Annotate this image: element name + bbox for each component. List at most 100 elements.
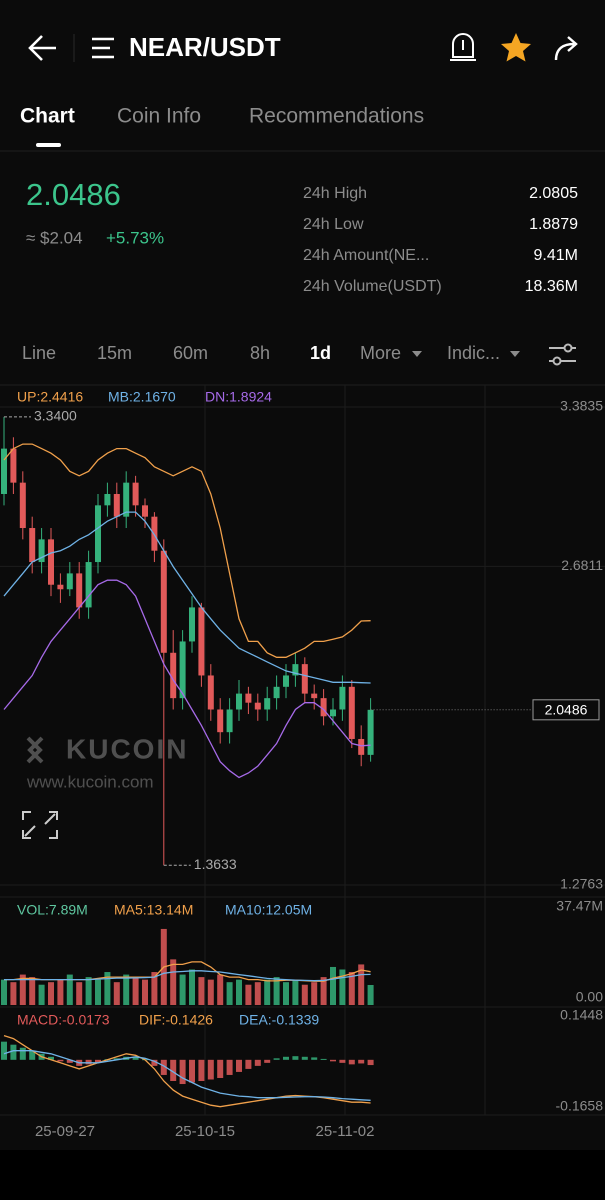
candle-body [123, 482, 130, 517]
stat-label: 24h Amount(NE... [303, 247, 429, 264]
macd-bar [273, 1058, 280, 1060]
dea-line [3, 1050, 371, 1101]
macd-bar [245, 1059, 252, 1069]
macd-bar [367, 1059, 374, 1066]
last-price-box [532, 699, 600, 721]
volume-bar [76, 982, 83, 1005]
volume-bar [10, 982, 17, 1005]
volume-bar [66, 974, 73, 1005]
fiat-price: ≈ $2.04 [26, 228, 83, 247]
share-button[interactable] [554, 36, 578, 61]
volume-bar [226, 982, 233, 1005]
macd-bar [264, 1059, 271, 1063]
indicator-legend: DN:1.8924 [205, 389, 272, 405]
macd-bar [283, 1056, 289, 1060]
candle-body [48, 539, 54, 585]
volume-legend: VOL:7.89M [17, 902, 88, 918]
macd-bar [292, 1056, 299, 1060]
timeframe[interactable]: 1d [310, 343, 331, 363]
favorite-star[interactable] [501, 33, 531, 62]
candle-body [236, 693, 242, 710]
candle-body [283, 675, 289, 687]
min-label: 1.3633 [194, 856, 237, 872]
stat-value: 9.41M [534, 247, 578, 264]
macd-bar [57, 1059, 64, 1062]
macd-bar [29, 1050, 36, 1060]
candle-body [254, 702, 261, 710]
candle-body [29, 528, 36, 563]
watermark: KUCOIN www.kucoin.com [26, 733, 186, 791]
candle-body [301, 664, 308, 694]
ma10-line [4, 970, 371, 982]
macd-bar [1, 1041, 7, 1060]
macd-bar [207, 1059, 214, 1080]
macd-bar [170, 1059, 177, 1082]
settings-button[interactable] [549, 343, 576, 366]
volume-bar [132, 977, 139, 1005]
macd-bar [160, 1059, 167, 1075]
tab[interactable]: Recommendations [249, 105, 424, 128]
candle-body [85, 562, 92, 608]
stat-label: 24h High [303, 185, 367, 202]
more-menu[interactable]: More [360, 343, 401, 363]
timeframe[interactable]: 60m [173, 343, 208, 363]
timeframe[interactable]: 8h [250, 343, 270, 363]
date-label: 25-09-27 [35, 1123, 95, 1140]
candle-body [330, 709, 336, 717]
macd-bar [179, 1059, 186, 1085]
macd-bar [151, 1059, 158, 1066]
stat-value: 1.8879 [529, 216, 578, 233]
stat-label: 24h Volume(USDT) [303, 278, 442, 295]
candle-body [339, 686, 346, 710]
y-tick-label: -0.1658 [556, 1098, 604, 1114]
bollinger-line [3, 511, 371, 684]
fullscreen-button[interactable] [22, 811, 58, 839]
timeframe[interactable]: Line [22, 343, 56, 363]
macd-bar [358, 1059, 365, 1064]
candle-body [264, 698, 271, 710]
candle-body [160, 550, 167, 653]
tab[interactable]: Coin Info [117, 105, 201, 128]
macd-bar [254, 1059, 261, 1066]
menu-button[interactable] [92, 37, 114, 59]
macd-bar [189, 1059, 195, 1083]
macd-bar [301, 1056, 308, 1060]
y-tick-label: 0.00 [576, 989, 603, 1005]
indicators-menu[interactable]: Indic... [447, 343, 500, 363]
macd-bar [236, 1059, 242, 1072]
macd-bar [226, 1059, 233, 1075]
volume-bar [292, 979, 299, 1005]
date-label: 25-10-15 [175, 1123, 235, 1140]
volume-bar [301, 984, 308, 1005]
candle-body [292, 664, 299, 676]
candle-body [179, 641, 186, 699]
indicator-legend: UP:2.4416 [17, 389, 83, 405]
volume-bar [330, 966, 336, 1005]
last-price-label: 2.0486 [545, 702, 588, 718]
candle-body [245, 693, 252, 703]
volume-legend: MA10:12.05M [225, 902, 312, 918]
back-button[interactable] [28, 35, 56, 61]
timeframe[interactable]: 15m [97, 343, 132, 363]
macd-bar [48, 1056, 54, 1060]
candle-body [226, 709, 233, 733]
candle-body [38, 539, 45, 563]
volume-bar [57, 979, 64, 1005]
candle-body [10, 448, 17, 483]
tab[interactable]: Chart [20, 105, 75, 128]
candle-body [217, 709, 224, 733]
volume-bar [85, 977, 92, 1005]
candle-body [104, 493, 111, 506]
candle-body [207, 675, 214, 710]
volume-bar [29, 977, 36, 1005]
volume-bar [48, 982, 54, 1005]
macd-bar [95, 1059, 101, 1063]
volume-bar [179, 974, 186, 1005]
volume-bar [104, 972, 111, 1005]
alert-button[interactable] [450, 33, 476, 61]
indicator-legend: MB:2.1670 [108, 389, 176, 405]
volume-legend: MA5:13.14M [114, 902, 193, 918]
candle-body [142, 505, 148, 517]
macd-legend: DEA:-0.1339 [239, 1012, 319, 1028]
